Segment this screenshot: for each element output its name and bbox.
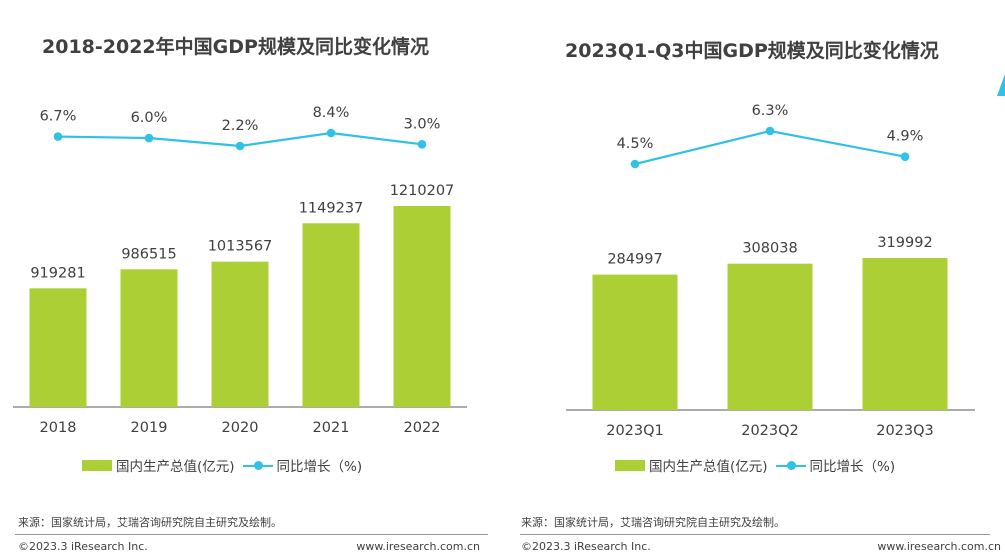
growth-value-label: 3.0% [404, 116, 441, 132]
x-tick-label: 2022 [404, 420, 441, 436]
growth-point [630, 159, 640, 169]
growth-value-label: 8.4% [313, 105, 350, 121]
gdp-chart-2023q1-q3: 284997 2023Q1 308038 2023Q2 319992 2023Q3 4.5%… [566, 103, 975, 439]
bar-value-label: 919281 [30, 265, 85, 281]
chart-panel-2023q1-q3: 2023Q1-Q3中国GDP规模及同比变化情况 284997 2023Q1 3080… [505, 0, 1005, 560]
bar-value-label: 319992 [877, 235, 932, 251]
gdp-bar [302, 223, 360, 407]
x-tick-label: 2021 [313, 420, 350, 436]
growth-value-label: 4.5% [617, 136, 654, 152]
chart-panel-2018-2022: 2018-2022年中国GDP规模及同比变化情况 919281 2018 98651… [0, 0, 490, 560]
x-tick-label: 2018 [40, 420, 77, 436]
growth-point [417, 140, 427, 149]
x-tick-label: 2020 [222, 420, 259, 436]
bar-value-label: 284997 [607, 252, 662, 268]
gdp-bar [862, 258, 948, 410]
gdp-bar [29, 288, 87, 407]
growth-point [53, 132, 63, 141]
gdp-bar [393, 206, 451, 407]
legend-line-swatch [242, 460, 273, 471]
gdp-bar [592, 274, 678, 410]
growth-value-label: 2.2% [222, 118, 259, 134]
growth-value-label: 6.3% [752, 103, 789, 119]
gdp-bar [211, 261, 269, 407]
x-tick-label: 2019 [131, 420, 168, 436]
bar-value-label: 1210207 [390, 183, 455, 199]
source-note: 来源：国家统计局，艾瑞咨询研究院自主研究及绘制。 [18, 516, 282, 529]
gdp-bar [120, 269, 178, 407]
footer-divider [520, 534, 990, 535]
gdp-bar [727, 263, 813, 410]
edge-accent-mark [997, 74, 1005, 96]
website-text: www.iresearch.com.cn [877, 540, 1001, 553]
x-tick-label: 2023Q3 [876, 423, 934, 439]
x-tick-label: 2023Q1 [606, 423, 664, 439]
bar-value-label: 1013567 [208, 239, 273, 255]
legend-bar-label: 国内生产总值(亿元) [116, 459, 235, 475]
legend-line-label: 同比增长（%) [809, 459, 896, 475]
legend-line-swatch [775, 460, 806, 471]
bar-value-label: 308038 [742, 241, 797, 257]
growth-value-label: 4.9% [887, 129, 924, 145]
growth-value-label: 6.0% [131, 110, 168, 126]
gdp-chart-2018-2022: 919281 2018 986515 2019 1013567 2020 1149237 20… [13, 105, 467, 436]
legend-bar-swatch [615, 459, 645, 471]
bar-value-label: 986515 [121, 246, 176, 262]
chart-title: 2023Q1-Q3中国GDP规模及同比变化情况 [565, 40, 939, 62]
legend-bar-label: 国内生产总值(亿元) [649, 459, 768, 475]
growth-point [765, 126, 775, 136]
growth-line [634, 129, 906, 166]
growth-point [235, 141, 245, 151]
copyright-text: ©2023.3 iResearch Inc. [18, 540, 148, 553]
growth-value-label: 6.7% [40, 109, 77, 125]
chart-title: 2018-2022年中国GDP规模及同比变化情况 [42, 36, 429, 58]
website-text: www.iresearch.com.cn [356, 540, 480, 553]
source-note: 来源：国家统计局，艾瑞咨询研究院自主研究及绘制。 [521, 516, 785, 529]
legend-line-label: 同比增长（%) [276, 459, 363, 475]
chart-legend: 国内生产总值(亿元) 同比增长（%) [615, 455, 895, 475]
x-tick-label: 2023Q2 [741, 423, 799, 439]
footer-divider [15, 534, 488, 535]
bar-value-label: 1149237 [299, 200, 364, 216]
growth-point [144, 133, 154, 143]
copyright-text: ©2023.3 iResearch Inc. [521, 540, 651, 553]
chart-legend: 国内生产总值(亿元) 同比增长（%) [82, 455, 362, 475]
legend-bar-swatch [82, 459, 112, 471]
growth-point [326, 128, 336, 138]
growth-point [900, 152, 910, 161]
